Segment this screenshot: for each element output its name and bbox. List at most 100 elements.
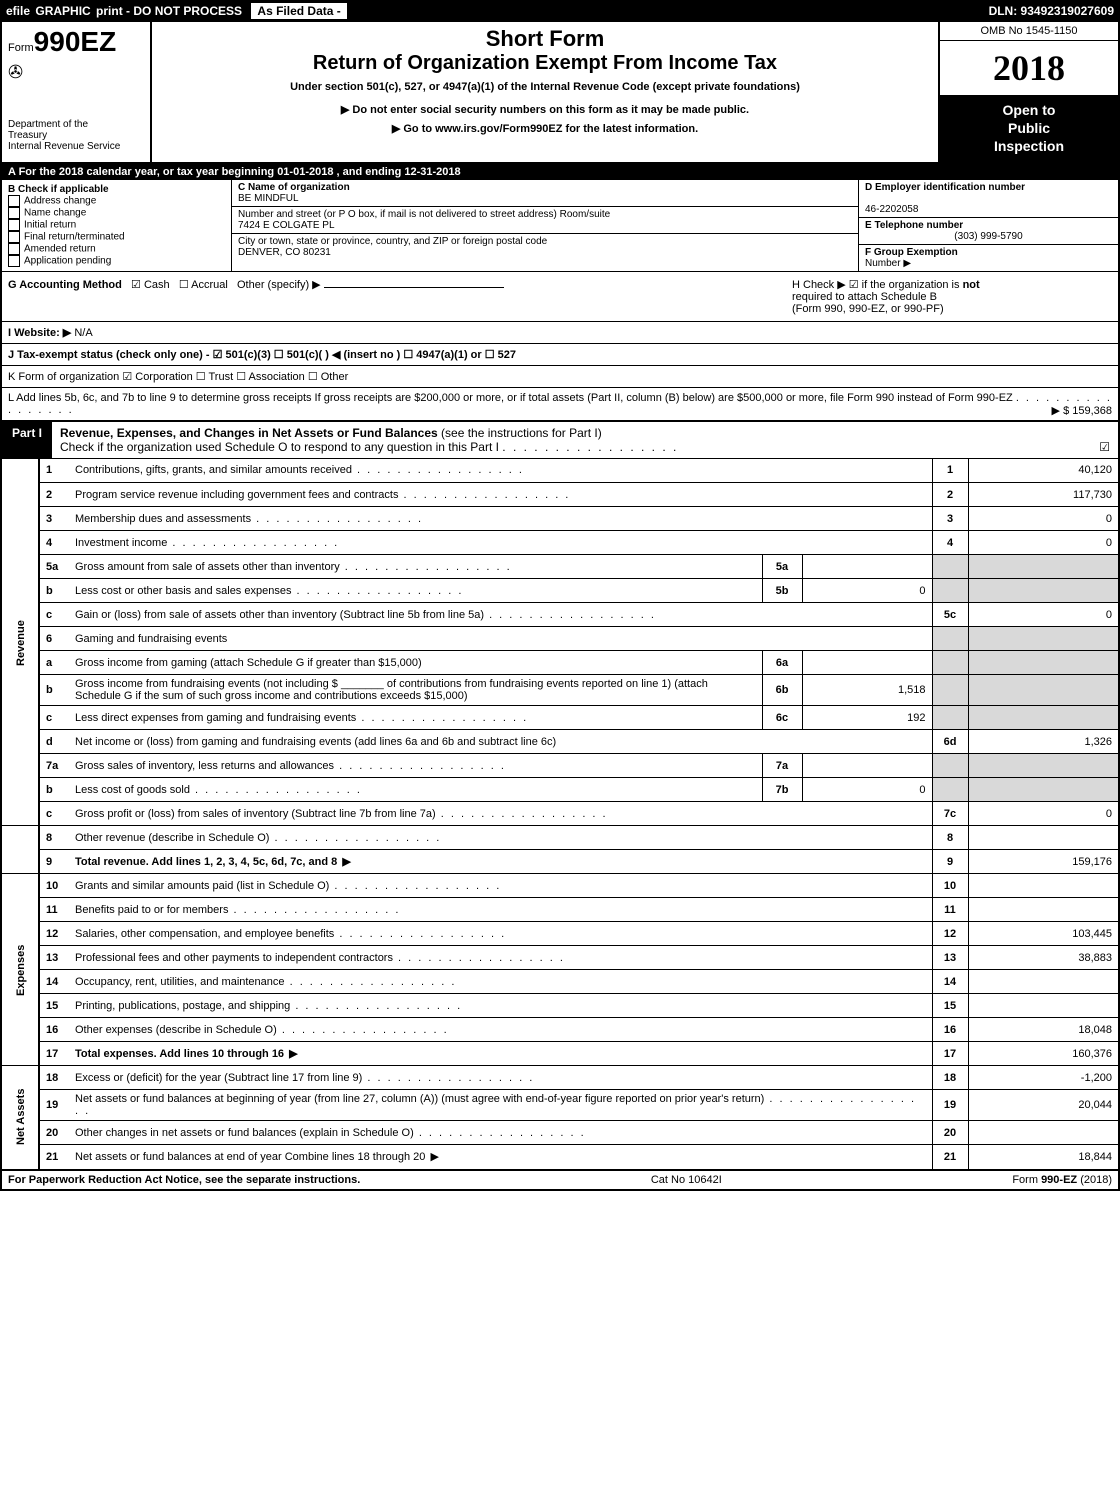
l17-no: 17 (39, 1042, 69, 1066)
l16-amt: 18,048 (968, 1018, 1118, 1042)
header-row: Form990EZ ✇ Department of the Treasury I… (2, 22, 1118, 164)
l2-nc: 2 (932, 483, 968, 507)
h-pre: H Check ▶ ☑ if the organization is (792, 279, 963, 291)
header-left: Form990EZ ✇ Department of the Treasury I… (2, 22, 152, 162)
l5b-desc: Less cost or other basis and sales expen… (69, 579, 762, 603)
cell-ein: D Employer identification number 46-2202… (859, 180, 1118, 218)
phone-value: (303) 999-5790 (865, 231, 1112, 242)
cell-city: City or town, state or province, country… (232, 234, 858, 260)
footer-mid: Cat No 10642I (651, 1174, 722, 1186)
l11-nc: 11 (932, 898, 968, 922)
l21-desc: Net assets or fund balances at end of ye… (69, 1145, 932, 1169)
dept-line2: Treasury (8, 130, 144, 141)
lines-table: Revenue 1 Contributions, gifts, grants, … (2, 459, 1118, 1169)
g-other-line[interactable] (324, 287, 504, 288)
row-k-form-org: K Form of organization ☑ Corporation ☐ T… (2, 366, 1118, 388)
city-label: City or town, state or province, country… (238, 236, 547, 247)
h-not: not (963, 279, 980, 291)
l5c-desc: Gain or (loss) from sale of assets other… (69, 603, 932, 627)
as-filed-label: As Filed Data - (251, 3, 346, 19)
l7a-nc (932, 754, 968, 778)
l7c-desc: Gross profit or (loss) from sales of inv… (69, 802, 932, 826)
row-a-calendar-year: A For the 2018 calendar year, or tax yea… (2, 164, 1118, 180)
l16-text: Other expenses (describe in Schedule O) (75, 1024, 449, 1036)
l6c-desc: Less direct expenses from gaming and fun… (69, 706, 762, 730)
line-18: Net Assets 18 Excess or (deficit) for th… (2, 1066, 1118, 1090)
cell-org-name: C Name of organization BE MINDFUL (232, 180, 858, 207)
l8-desc: Other revenue (describe in Schedule O) (69, 826, 932, 850)
l3-desc: Membership dues and assessments (69, 507, 932, 531)
line-13: 13 Professional fees and other payments … (2, 946, 1118, 970)
line-19: 19 Net assets or fund balances at beginn… (2, 1090, 1118, 1121)
part-i-dots (502, 440, 678, 454)
l8-amt (968, 826, 1118, 850)
col-b-header: B Check if applicable (8, 184, 225, 195)
line-1: Revenue 1 Contributions, gifts, grants, … (2, 459, 1118, 483)
footer: For Paperwork Reduction Act Notice, see … (2, 1169, 1118, 1189)
l12-desc: Salaries, other compensation, and employ… (69, 922, 932, 946)
line-7b: b Less cost of goods sold 7b 0 (2, 778, 1118, 802)
chk-name-change[interactable]: Name change (8, 207, 225, 219)
cell-group-exemption: F Group Exemption Number ▶ (859, 245, 1118, 271)
l17-nc: 17 (932, 1042, 968, 1066)
chk-amended-return[interactable]: Amended return (8, 243, 225, 255)
g-cash[interactable]: ☑ Cash (131, 279, 170, 291)
l1-nc: 1 (932, 459, 968, 483)
l5c-text: Gain or (loss) from sale of assets other… (75, 609, 656, 621)
l6c-amt (968, 706, 1118, 730)
chk-final-return[interactable]: Final return/terminated (8, 231, 225, 243)
chk-application-pending[interactable]: Application pending (8, 255, 225, 267)
vlabel-expenses: Expenses (2, 874, 39, 1066)
h-line2: required to attach Schedule B (792, 291, 937, 303)
line-12: 12 Salaries, other compensation, and emp… (2, 922, 1118, 946)
l1-desc: Contributions, gifts, grants, and simila… (69, 459, 932, 483)
l10-nc: 10 (932, 874, 968, 898)
l20-text: Other changes in net assets or fund bala… (75, 1127, 586, 1139)
l19-no: 19 (39, 1090, 69, 1121)
ein-value: 46-2202058 (865, 204, 918, 215)
short-form-title: Short Form (160, 26, 930, 52)
print-label: print - DO NOT PROCESS (96, 4, 242, 18)
chk-address-change[interactable]: Address change (8, 195, 225, 207)
l21-text: Net assets or fund balances at end of ye… (75, 1151, 441, 1163)
vlabel-revenue: Revenue (2, 459, 39, 826)
c-name-label: C Name of organization (238, 182, 350, 193)
street-value: 7424 E COLGATE PL (238, 220, 335, 231)
row-gh: G Accounting Method ☑ Cash ☐ Accrual Oth… (2, 272, 1118, 322)
l6b-amt (968, 675, 1118, 706)
footer-right-pre: Form (1012, 1174, 1041, 1186)
l15-nc: 15 (932, 994, 968, 1018)
l7b-no: b (39, 778, 69, 802)
org-name-value: BE MINDFUL (238, 193, 299, 204)
l11-no: 11 (39, 898, 69, 922)
part-i-chk[interactable]: ☑ (1099, 440, 1110, 454)
form-prefix: Form (8, 42, 34, 54)
line-2: 2 Program service revenue including gove… (2, 483, 1118, 507)
row-h-check: H Check ▶ ☑ if the organization is not r… (792, 278, 1112, 315)
main-title: Return of Organization Exempt From Incom… (160, 52, 930, 75)
l9-desc: Total revenue. Add lines 1, 2, 3, 4, 5c,… (69, 850, 932, 874)
l5a-ib: 5a (762, 555, 802, 579)
line-7a: 7a Gross sales of inventory, less return… (2, 754, 1118, 778)
l8-text: Other revenue (describe in Schedule O) (75, 832, 441, 844)
g-accrual[interactable]: ☐ Accrual (179, 279, 228, 291)
l5a-nc (932, 555, 968, 579)
l-text: L Add lines 5b, 6c, and 7b to line 9 to … (8, 392, 1013, 404)
l21-amt: 18,844 (968, 1145, 1118, 1169)
l2-desc: Program service revenue including govern… (69, 483, 932, 507)
l5b-nc (932, 579, 968, 603)
l5b-ib: 5b (762, 579, 802, 603)
l6-desc: Gaming and fundraising events (69, 627, 932, 651)
chk-initial-return[interactable]: Initial return (8, 219, 225, 231)
l7b-iv: 0 (802, 778, 932, 802)
l4-no: 4 (39, 531, 69, 555)
l5a-text: Gross amount from sale of assets other t… (75, 561, 512, 573)
l5a-no: 5a (39, 555, 69, 579)
subtitle-1: Under section 501(c), 527, or 4947(a)(1)… (160, 81, 930, 93)
g-other[interactable]: Other (specify) ▶ (237, 279, 321, 291)
l15-amt (968, 994, 1118, 1018)
footer-right-bold: 990-EZ (1041, 1174, 1077, 1186)
l4-amt: 0 (968, 531, 1118, 555)
l10-amt (968, 874, 1118, 898)
group-ex-number: Number ▶ (865, 258, 911, 269)
